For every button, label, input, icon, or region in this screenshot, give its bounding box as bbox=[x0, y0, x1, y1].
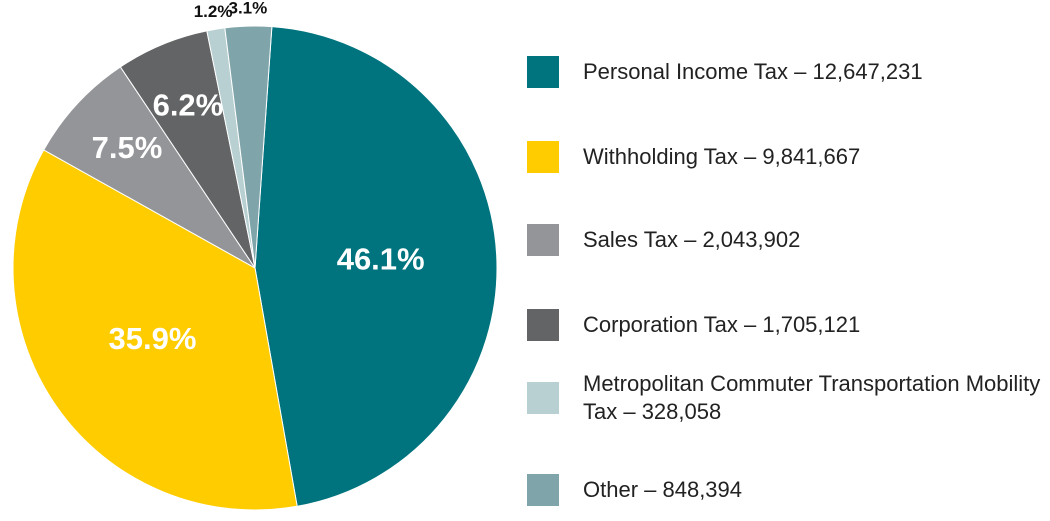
legend-swatch bbox=[527, 309, 559, 341]
pie-chart: 46.1% 35.9% 7.5% 6.2% 1.2%3.1% bbox=[12, 0, 498, 511]
data-label: 7.5% bbox=[92, 130, 163, 165]
legend-swatch bbox=[527, 141, 559, 173]
data-label: 1.2% bbox=[194, 2, 233, 21]
legend-swatch bbox=[527, 56, 559, 88]
legend-label: Sales Tax – 2,043,902 bbox=[583, 227, 801, 252]
pie-slice bbox=[254, 26, 498, 507]
pie-slice bbox=[12, 149, 298, 511]
legend-item: Other – 848,394 bbox=[527, 474, 1050, 506]
legend-label: Withholding Tax – 9,841,667 bbox=[583, 144, 861, 169]
data-label: 6.2% bbox=[153, 87, 224, 122]
legend-label: Corporation Tax – 1,705,121 bbox=[583, 312, 861, 337]
legend-swatch bbox=[527, 382, 559, 414]
legend-label: Metropolitan Commuter Transportation Mob… bbox=[583, 371, 1041, 424]
legend-swatch bbox=[527, 474, 559, 506]
pie-slice bbox=[43, 66, 256, 269]
legend-item: Corporation Tax – 1,705,121 bbox=[527, 309, 1050, 341]
legend-item: Withholding Tax – 9,841,667 bbox=[527, 141, 1050, 173]
legend-swatch bbox=[527, 224, 559, 256]
data-label: 46.1% bbox=[337, 242, 425, 277]
data-label: 3.1% bbox=[228, 0, 267, 18]
legend-label: Other – 848,394 bbox=[583, 477, 743, 502]
legend-item: Sales Tax – 2,043,902 bbox=[527, 224, 1050, 256]
legend-item: Personal Income Tax – 12,647,231 bbox=[527, 56, 1050, 88]
data-label: 35.9% bbox=[108, 321, 196, 356]
pie-slice bbox=[224, 25, 273, 269]
legend-label: Personal Income Tax – 12,647,231 bbox=[583, 59, 923, 84]
legend-item: Metropolitan Commuter Transportation Mob… bbox=[527, 370, 1050, 426]
